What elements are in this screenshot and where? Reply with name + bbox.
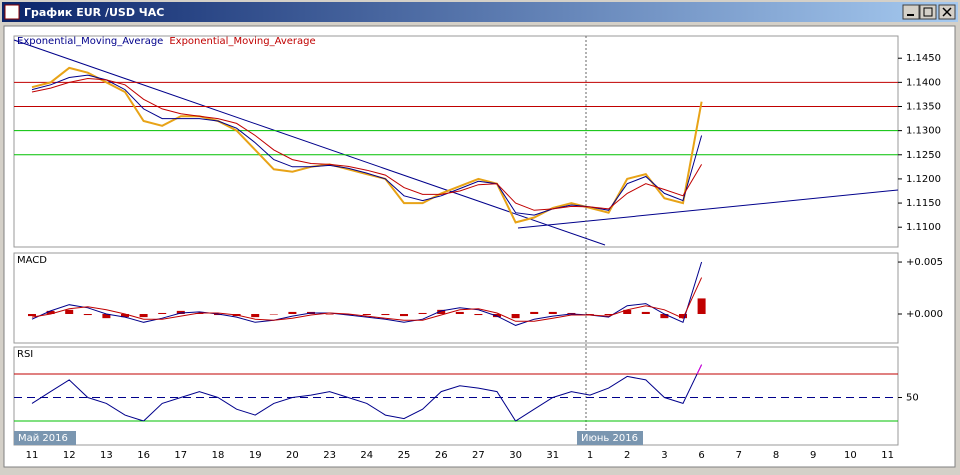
macd-bar [102, 314, 111, 319]
macd-bar [437, 309, 446, 315]
app-icon [4, 4, 20, 20]
macd-bar [530, 311, 539, 315]
x-tick-label: 26 [435, 450, 448, 461]
y-tick-label: 1.1200 [906, 174, 941, 185]
x-tick-label: 20 [286, 450, 299, 461]
y-tick-label: 1.1450 [906, 53, 941, 64]
y-tick-label: 1.1350 [906, 101, 941, 112]
x-tick-label: 27 [472, 450, 485, 461]
macd-bar [493, 314, 501, 318]
x-tick-label: 3 [661, 450, 667, 461]
macd-bar [176, 310, 185, 315]
legend-entry: Exponential_Moving_Average [17, 36, 163, 47]
macd-bar [121, 314, 129, 318]
x-tick-label: 31 [546, 450, 559, 461]
x-tick-label: 12 [63, 450, 76, 461]
macd-bar [660, 314, 669, 319]
macd-bar [158, 312, 167, 315]
panel-title: MACD [17, 255, 47, 266]
macd-bar [381, 314, 390, 316]
macd-bar [455, 311, 464, 315]
x-tick-label: 13 [100, 450, 113, 461]
macd-bar [139, 314, 148, 318]
macd-bar [567, 312, 576, 315]
x-tick-label: 8 [773, 450, 779, 461]
x-tick-label: 10 [844, 450, 857, 461]
y-tick-label: 1.1150 [906, 198, 941, 209]
indicator-line [31, 77, 703, 211]
x-tick-label: 6 [698, 450, 704, 461]
macd-bar [214, 314, 222, 316]
macd-bar [548, 311, 557, 315]
macd-bar [251, 314, 260, 318]
x-tick-label: 23 [323, 450, 336, 461]
y-tick-label: 1.1300 [906, 126, 941, 137]
x-tick-label: 9 [810, 450, 816, 461]
rsi-panel [13, 346, 899, 446]
maximize-button[interactable] [919, 4, 937, 20]
macd-bar [400, 314, 408, 317]
month-label: Май 2016 [18, 433, 68, 444]
minimize-button[interactable] [902, 4, 920, 20]
macd-bar [604, 314, 613, 316]
x-tick-label: 1 [587, 450, 593, 461]
window-buttons[interactable] [902, 4, 956, 20]
macd-bar [288, 311, 297, 315]
x-tick-label: 11 [26, 450, 39, 461]
x-tick-label: 2 [624, 450, 630, 461]
trend-line [13, 39, 606, 246]
y-tick-label: 50 [906, 392, 919, 403]
macd-bar [325, 314, 334, 315]
x-tick-label: 11 [881, 450, 894, 461]
macd-bar [83, 314, 92, 316]
y-tick-label: +0.005 [906, 257, 943, 268]
x-tick-label: 30 [509, 450, 522, 461]
macd-panel [13, 252, 899, 344]
indicator-line [31, 277, 703, 322]
month-label-box [14, 431, 76, 445]
trend-line [517, 189, 899, 229]
x-tick-label: 17 [174, 450, 187, 461]
maximize-icon [923, 7, 933, 17]
y-tick-label: +0.000 [906, 309, 943, 320]
y-tick-label: 1.1400 [906, 77, 941, 88]
macd-bar [65, 309, 74, 315]
macd-bar [586, 314, 594, 315]
macd-bar [623, 309, 632, 315]
macd-bar [269, 314, 278, 315]
title-bar [2, 2, 958, 22]
month-label-box [577, 431, 643, 445]
x-tick-label: 25 [398, 450, 411, 461]
x-tick-label: 24 [360, 450, 373, 461]
macd-bar [697, 298, 706, 315]
x-tick-label: 16 [137, 450, 150, 461]
macd-bar [46, 310, 55, 315]
month-label: Июнь 2016 [581, 433, 638, 444]
macd-bar [474, 314, 483, 316]
rsi-oversold [141, 420, 517, 422]
macd-bar [511, 314, 520, 319]
y-tick-label: 1.1100 [906, 222, 941, 233]
macd-bar [418, 312, 427, 315]
x-tick-label: 7 [736, 450, 742, 461]
macd-bar [641, 311, 650, 315]
x-tick-label: 19 [249, 450, 262, 461]
x-tick-label: 18 [212, 450, 225, 461]
y-tick-label: 1.1250 [906, 150, 941, 161]
close-icon [942, 7, 952, 17]
window-title: График EUR /USD ЧАС [24, 6, 164, 19]
panel-title: RSI [17, 349, 33, 360]
macd-bar [362, 314, 371, 316]
price-panel [13, 35, 899, 248]
price-line [31, 66, 703, 224]
macd-bar [28, 314, 36, 317]
macd-bar [679, 314, 687, 319]
legend-entry: Exponential_Moving_Average [169, 36, 315, 47]
